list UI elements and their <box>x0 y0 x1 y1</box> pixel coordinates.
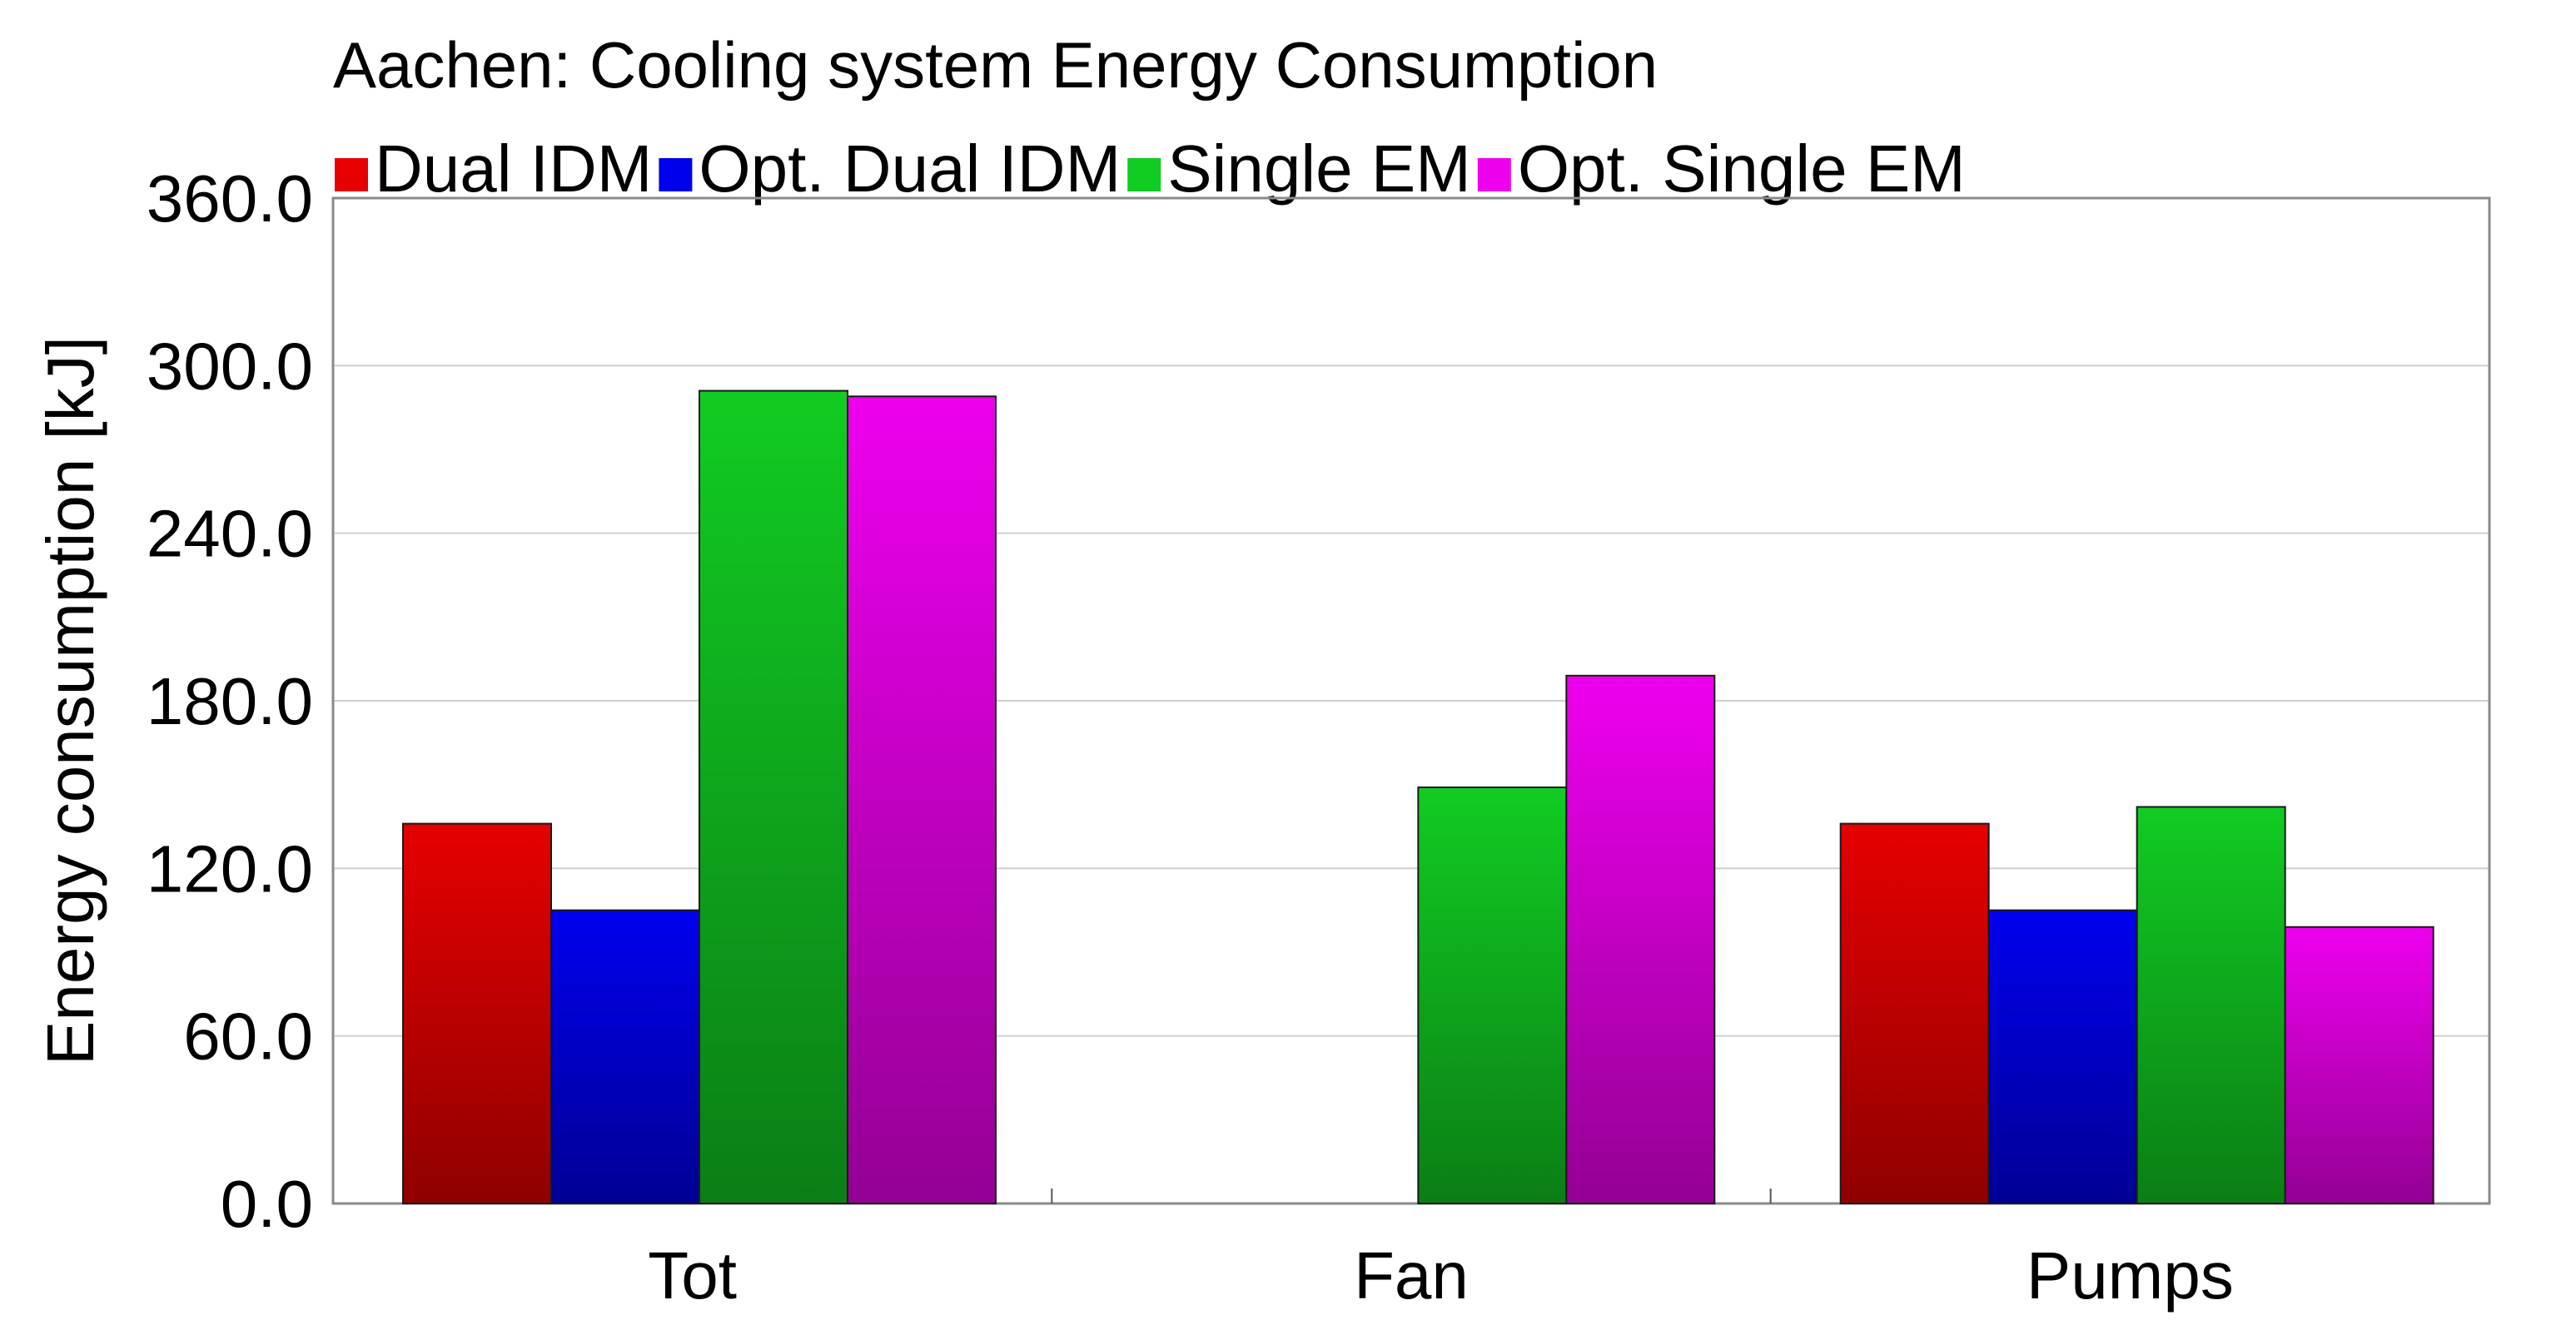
legend-swatch <box>1127 158 1161 191</box>
bar-tot-opt-dual-idm <box>550 909 700 1204</box>
y-tick-label: 60.0 <box>183 1000 313 1074</box>
chart-title: Aachen: Cooling system Energy Consumptio… <box>333 28 1658 102</box>
y-tick-label: 360.0 <box>147 161 313 236</box>
y-tick-label: 0.0 <box>221 1167 313 1241</box>
y-axis-ticks: 0.0 60.0 120.0 180.0 240.0 300.0 360.0 <box>147 161 313 1241</box>
bar-pumps-opt-dual-idm <box>1987 909 2138 1204</box>
legend-label: Single EM <box>1167 132 1471 206</box>
y-tick-label: 120.0 <box>147 831 313 906</box>
y-tick-label: 300.0 <box>147 329 313 403</box>
y-tick-label: 240.0 <box>147 497 313 571</box>
legend-label: Opt. Dual IDM <box>699 132 1121 206</box>
bar-pumps-dual-idm <box>1839 822 1990 1205</box>
bar-fan-single-em <box>1417 787 1568 1204</box>
legend: Dual IDM Opt. Dual IDM Single EM Opt. Singl… <box>335 132 1966 206</box>
bar-tot-single-em <box>699 390 848 1204</box>
bar-pumps-single-em <box>2136 806 2286 1204</box>
bar-pumps-opt-single-em <box>2284 926 2434 1205</box>
legend-label: Opt. Single EM <box>1518 132 1966 206</box>
legend-swatch <box>335 158 368 191</box>
x-axis-ticks: Tot Fan Pumps <box>648 1189 2234 1313</box>
legend-label: Dual IDM <box>375 132 652 206</box>
y-axis-label: Energy consumption [kJ] <box>33 336 107 1065</box>
x-tick-label: Fan <box>1354 1238 1469 1313</box>
legend-swatch <box>659 158 693 191</box>
bar-tot-dual-idm <box>402 822 552 1205</box>
bar-tot-opt-single-em <box>847 395 997 1204</box>
x-tick-label: Pumps <box>2026 1238 2234 1313</box>
bars <box>402 390 2434 1205</box>
legend-swatch <box>1477 158 1511 191</box>
y-tick-label: 180.0 <box>147 664 313 738</box>
x-tick-label: Tot <box>648 1238 737 1313</box>
bar-fan-opt-single-em <box>1565 674 1716 1204</box>
plot-area <box>331 196 2491 1205</box>
